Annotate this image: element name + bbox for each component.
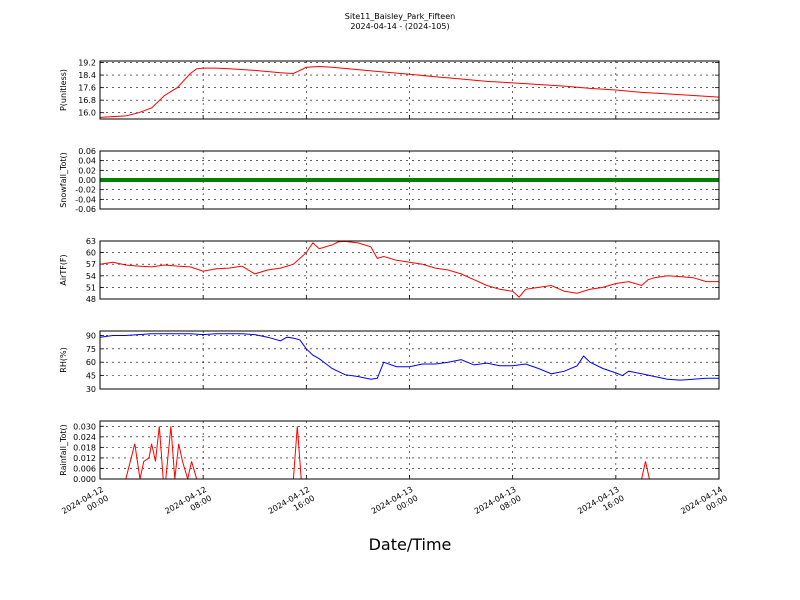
y-tick-label: 0.04 [78, 157, 96, 166]
y-tick-label: 0.024 [73, 433, 96, 442]
y-axis-label: Snowfall_Tot() [59, 152, 68, 208]
x-axis-label: Date/Time [369, 535, 452, 554]
y-tick-label: -0.06 [75, 205, 96, 214]
y-axis-label: P(unitless) [59, 69, 68, 111]
y-tick-label: 17.6 [78, 84, 96, 93]
y-tick-label: 0.018 [73, 443, 96, 452]
y-tick-label: 0.006 [73, 464, 96, 473]
y-tick-label: 30 [86, 385, 96, 394]
chart-title: Site11_Baisley_Park_Fifteen [345, 12, 455, 21]
y-tick-label: 19.2 [78, 59, 96, 68]
plot-frame [99, 330, 720, 390]
y-tick-label: 16.8 [78, 96, 96, 105]
y-tick-label: 51 [86, 283, 96, 292]
y-tick-label: 0.02 [78, 166, 96, 175]
y-tick-label: 16.0 [78, 109, 96, 118]
y-tick-label: 0.000 [73, 475, 96, 484]
y-axis-label: AirTF(F) [59, 254, 68, 285]
y-tick-label: 45 [86, 372, 96, 381]
y-tick-label: 0.012 [73, 454, 96, 463]
plot-frame [99, 150, 720, 210]
plot-frame [99, 420, 720, 480]
y-tick-label: 18.4 [78, 71, 96, 80]
y-tick-label: -0.04 [75, 195, 96, 204]
y-axis-label: RH(%) [59, 347, 68, 372]
panel-2: -0.06-0.04-0.020.000.020.040.06 Snowfall_… [59, 147, 720, 214]
y-tick-label: 90 [86, 331, 96, 340]
y-tick-label: 48 [86, 295, 96, 304]
chart-panels: 16.016.817.618.419.2P(unitless)-0.06-0.0… [59, 59, 720, 484]
series-line [99, 333, 719, 381]
series-line [99, 240, 719, 298]
y-tick-label: 60 [86, 249, 96, 258]
panel-3: 48 51 54 57 60 63 AirTF(F) [59, 237, 720, 304]
y-tick-label: 60 [86, 358, 96, 367]
series-line [99, 65, 720, 118]
y-tick-label: 54 [86, 272, 96, 281]
y-tick-label: 0.06 [78, 147, 96, 156]
y-tick-label: 75 [86, 345, 96, 354]
y-axis-label: Rainfall_Tot() [59, 424, 68, 476]
y-tick-label: 63 [86, 237, 96, 246]
y-tick-label: -0.02 [75, 186, 96, 195]
panel-4: 30 45 60 75 90 RH(%) [59, 330, 720, 394]
panel-1: 16.0 16.8 17.6 18.4 19.2 P(unitless) [59, 59, 720, 120]
plot-frame [99, 240, 720, 300]
chart-subtitle: 2024-04-14 - (2024-105) [350, 22, 449, 31]
y-tick-label: 0.00 [78, 176, 96, 185]
y-tick-label: 57 [86, 260, 96, 269]
y-tick-label: 0.030 [73, 422, 96, 431]
plot-frame [99, 60, 720, 120]
